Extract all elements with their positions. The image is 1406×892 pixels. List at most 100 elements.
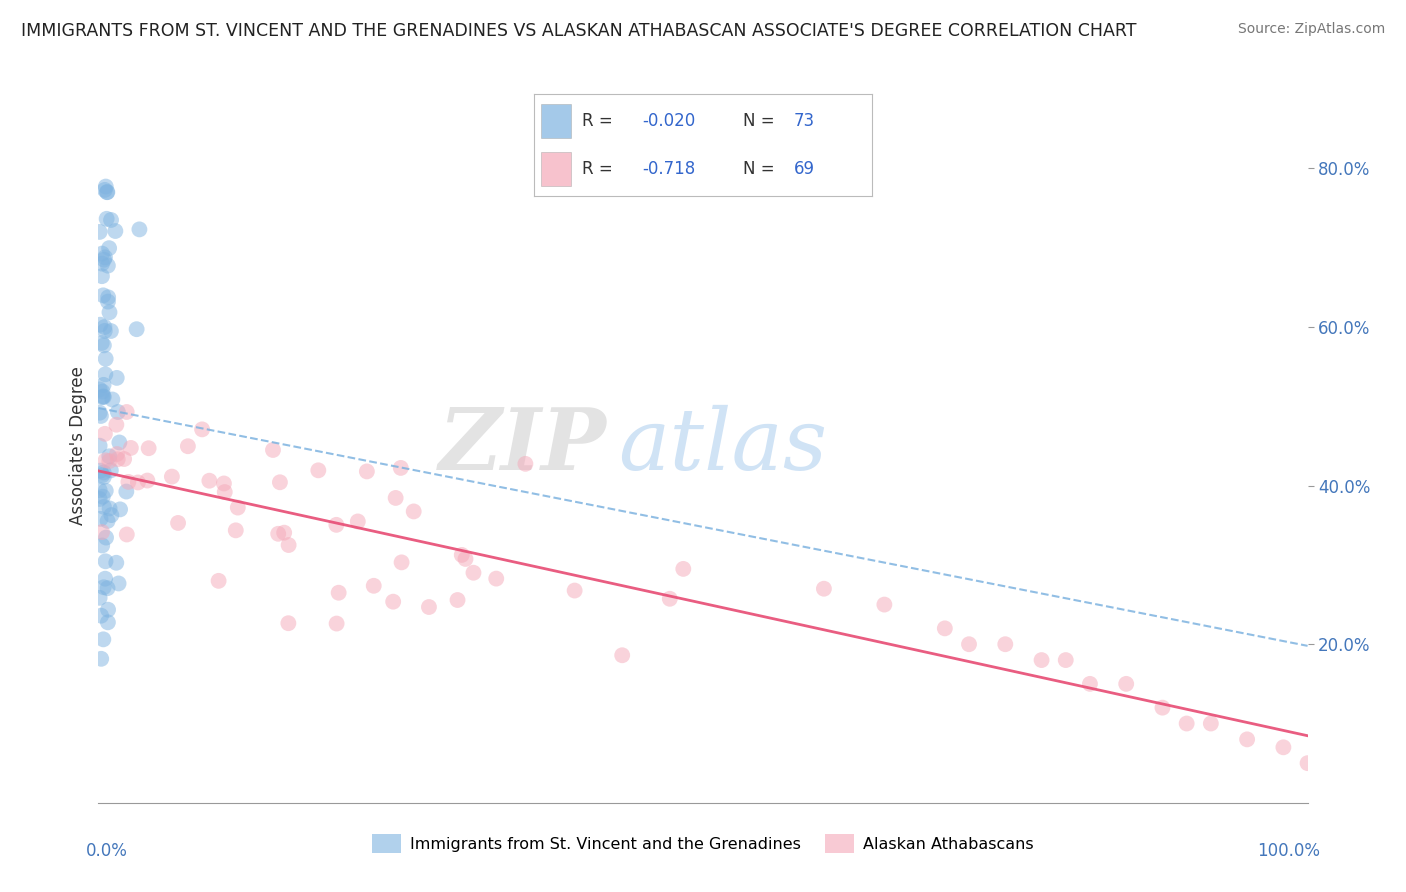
Point [105,371,128,385]
Point [1199,716,1222,731]
Point [91,389,114,403]
Point [89,383,111,397]
Point [125,322,148,336]
Point [94,183,117,197]
Point [128,222,150,236]
Point [89,483,111,497]
Point [107,576,129,591]
Bar [541,104,571,137]
Point [96,211,118,226]
Point [1115,677,1137,691]
Point [94,351,117,366]
Point [277,538,299,552]
Text: atlas: atlas [619,405,828,487]
Point [90,608,112,623]
Point [325,616,347,631]
Point [96,581,118,595]
Point [1175,716,1198,731]
Point [515,457,537,471]
Point [120,441,142,455]
Point [107,405,129,419]
Text: -0.718: -0.718 [643,160,696,178]
Point [91,390,114,404]
Point [91,257,114,271]
Point [450,548,472,562]
Point [226,500,249,515]
Point [108,435,131,450]
Point [97,290,120,304]
Point [934,621,956,635]
Point [214,485,236,500]
Point [1236,732,1258,747]
Point [89,464,111,478]
Point [91,632,114,647]
Text: Source: ZipAtlas.com: Source: ZipAtlas.com [1237,22,1385,37]
Point [813,582,835,596]
Point [98,454,121,468]
Point [93,466,115,480]
Text: -0.020: -0.020 [643,112,696,130]
Point [277,616,299,631]
Point [269,475,291,490]
Point [93,580,115,594]
Point [198,474,221,488]
Point [94,554,117,568]
Point [105,556,128,570]
Point [994,637,1017,651]
Point [90,652,112,666]
Point [138,441,160,455]
Point [93,252,115,267]
Point [136,474,159,488]
Point [346,515,368,529]
Point [89,225,111,239]
Point [94,453,117,467]
Point [97,294,120,309]
Point [94,368,117,382]
Legend: Immigrants from St. Vincent and the Grenadines, Alaskan Athabascans: Immigrants from St. Vincent and the Gren… [366,828,1040,859]
Point [115,527,138,541]
Point [1272,740,1295,755]
Point [115,405,138,419]
Point [89,512,111,526]
Point [100,463,122,477]
Point [91,246,114,260]
Point [328,585,350,599]
Point [167,516,190,530]
Point [105,417,128,432]
Point [89,491,111,506]
Point [485,572,508,586]
Text: 69: 69 [794,160,815,178]
Point [212,476,235,491]
Point [90,409,112,423]
Point [115,484,138,499]
Text: ZIP: ZIP [439,404,606,488]
Point [107,452,129,467]
Y-axis label: Associate's Degree: Associate's Degree [69,367,87,525]
Point [93,320,115,334]
Point [98,501,121,516]
Point [105,447,128,461]
Point [391,555,413,569]
Text: R =: R = [582,112,612,130]
Point [612,648,634,663]
Point [382,595,405,609]
Point [100,213,122,227]
Point [91,539,114,553]
Point [112,452,135,467]
Point [94,572,117,586]
Point [98,450,121,464]
Point [94,426,117,441]
Point [91,468,114,483]
Point [100,508,122,522]
Point [446,593,468,607]
Point [97,615,120,630]
Point [91,384,114,399]
Point [262,442,284,457]
Text: 0.0%: 0.0% [86,842,128,860]
Point [94,483,117,498]
Point [100,324,122,338]
Point [307,463,329,477]
Point [207,574,229,588]
Point [191,422,214,436]
Point [325,517,347,532]
